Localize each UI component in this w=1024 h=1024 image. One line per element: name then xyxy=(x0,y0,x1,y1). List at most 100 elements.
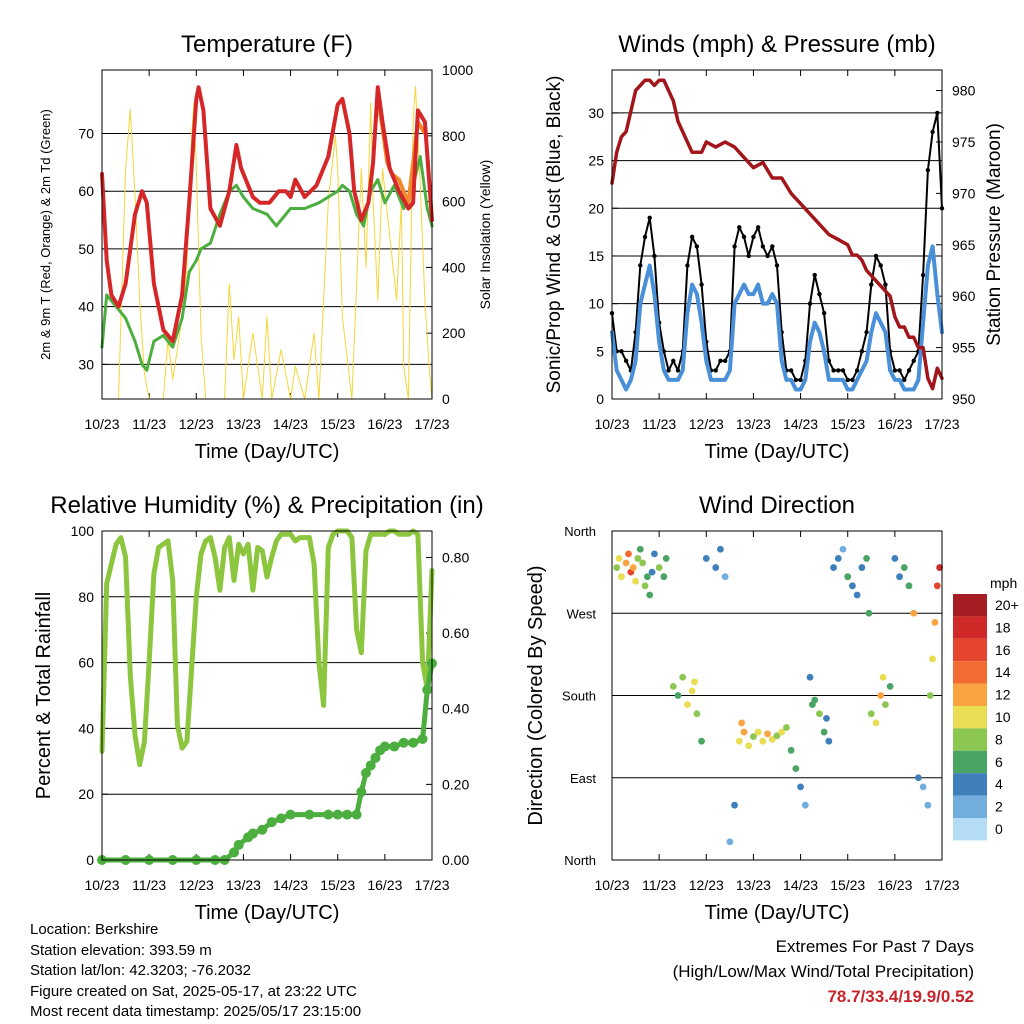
wind-direction-point xyxy=(872,719,880,727)
legend-label: 12 xyxy=(995,687,1011,703)
gust-line-point xyxy=(666,368,671,373)
humidity-xlabel: Time (Day/UTC) xyxy=(195,902,340,924)
gust-line-point xyxy=(836,368,841,373)
x-tick-label: 10/23 xyxy=(84,877,119,893)
extremes-values: 78.7/33.4/19.9/0.52 xyxy=(827,987,974,1006)
y2-tick-label: 0.20 xyxy=(442,776,469,792)
precipitation-line-point xyxy=(229,847,239,858)
gust-line-point xyxy=(906,368,912,373)
direction-xlabel: Time (Day/UTC) xyxy=(705,902,850,924)
gust-line-point xyxy=(699,282,704,287)
wind-direction-point xyxy=(643,573,651,581)
y-tick-label: 15 xyxy=(588,248,604,264)
speed-legend: mph 20+ 18 16 14 12 10 8 6 4 2 0 xyxy=(953,575,1019,841)
x-tick-label: 16/23 xyxy=(367,416,402,432)
left-axis-label: Direction (Colored By Speed) xyxy=(525,565,547,825)
legend-swatch xyxy=(953,706,987,729)
x-tick-label: 14/23 xyxy=(783,416,818,432)
gust-line-point xyxy=(840,368,846,373)
legend-label: 4 xyxy=(995,776,1003,792)
legend-label: 6 xyxy=(995,754,1003,770)
legend-label: 20+ xyxy=(995,597,1019,613)
y-tick-label: 100 xyxy=(71,523,95,539)
wind-direction-point xyxy=(891,555,899,562)
winds-chart: Winds (mph) & Pressure (mb) Time (Day/UTC… xyxy=(544,31,1005,463)
dewpoint-line-point xyxy=(251,207,255,211)
wind-direction-point xyxy=(754,728,762,736)
gust-line-point xyxy=(760,244,766,249)
x-tick-label: 15/23 xyxy=(830,877,865,893)
dewpoint-line-point xyxy=(133,339,137,343)
gust-line xyxy=(611,111,943,381)
precipitation-line-point xyxy=(417,733,428,744)
precipitation-line-point xyxy=(361,768,371,779)
dewpoint-line-point xyxy=(362,224,366,228)
wind-direction-point xyxy=(839,545,847,553)
wind-direction-point xyxy=(634,555,642,562)
wind-direction-point xyxy=(613,564,621,571)
gust-line-point xyxy=(892,368,898,373)
temperature-title: Temperature (F) xyxy=(181,31,353,58)
dewpoint-line-point xyxy=(145,368,149,372)
gust-line-point xyxy=(859,349,865,354)
wind-direction-point xyxy=(688,687,696,695)
wind-direction-point xyxy=(787,746,795,754)
wind-direction-point xyxy=(830,564,837,571)
x-tick-label: 12/23 xyxy=(179,877,214,893)
gust-line-point xyxy=(770,244,775,249)
precipitation-line-point xyxy=(233,839,244,850)
dewpoint-line-point xyxy=(218,212,222,216)
wind-direction-point xyxy=(731,801,738,809)
y2-tick-label: 980 xyxy=(952,83,976,99)
dewpoint-line-point xyxy=(124,316,128,320)
gust-line-point xyxy=(689,234,695,240)
wind-direction-point xyxy=(792,765,800,773)
x-tick-label: 12/23 xyxy=(689,877,724,893)
gust-line-point xyxy=(737,225,742,230)
wind-direction-point xyxy=(773,732,781,740)
wind-direction-point xyxy=(712,564,720,571)
y-tick-label: 40 xyxy=(78,720,94,736)
wind-direction-point xyxy=(674,692,682,699)
dewpoint-line-point xyxy=(265,212,269,216)
y-tick-label: 0 xyxy=(596,391,604,407)
y2-tick-label: 0.80 xyxy=(442,549,469,565)
precipitation-line-point xyxy=(342,809,353,820)
precipitation-line-point xyxy=(398,737,409,748)
gust-line-point xyxy=(638,263,643,268)
gust-line-point xyxy=(925,167,931,173)
x-tick-label: 14/23 xyxy=(273,877,308,893)
wind-direction-point xyxy=(931,618,939,626)
direction-tick-label: West xyxy=(567,606,597,621)
wind-direction-point xyxy=(662,555,670,562)
dewpoint-line-point xyxy=(348,189,351,193)
wind-direction-point xyxy=(823,714,830,722)
wind-direction-point xyxy=(924,801,932,809)
x-tick-label: 13/23 xyxy=(736,416,771,432)
wind-direction-point xyxy=(879,673,887,681)
direction-tick-label: North xyxy=(564,853,596,868)
gust-line-point xyxy=(911,358,916,364)
wind-direction-point xyxy=(639,559,647,567)
gust-line-point xyxy=(850,377,855,383)
y2-tick-label: 200 xyxy=(442,325,466,341)
wind-direction-point xyxy=(615,555,623,562)
gust-line-point xyxy=(755,225,761,230)
x-tick-label: 15/23 xyxy=(320,416,355,432)
gust-line-point xyxy=(619,349,624,354)
dewpoint-line-point xyxy=(194,258,198,262)
station-elevation: Station elevation: 393.59 m xyxy=(30,941,212,959)
wind-direction-point xyxy=(919,783,927,791)
gust-line-point xyxy=(623,358,629,364)
dewpoint-line-point xyxy=(171,345,175,349)
wind-direction-point xyxy=(622,559,630,567)
y-tick-label: 30 xyxy=(78,356,94,372)
gust-line-point xyxy=(897,368,902,373)
x-tick-label: 13/23 xyxy=(226,416,261,432)
x-tick-label: 11/23 xyxy=(132,416,166,432)
x-tick-label: 14/23 xyxy=(783,877,818,893)
temperature-chart: Temperature (F) Time (Day/UTC) 10/23 11/23 1… xyxy=(38,31,493,463)
wind-direction-point xyxy=(636,545,644,553)
legend-label: 8 xyxy=(995,731,1003,747)
